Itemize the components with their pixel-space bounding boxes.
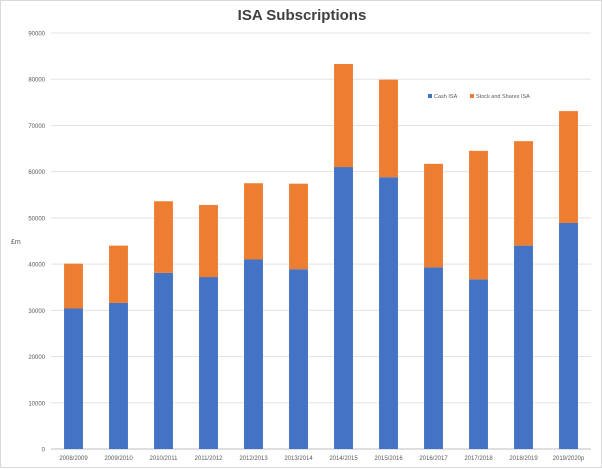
x-tick-label: 2013/2014 — [284, 456, 313, 462]
x-tick-label: 2016/2017 — [419, 456, 448, 462]
x-tick-label: 2012/2013 — [239, 456, 268, 462]
bar-cash-isa — [379, 177, 398, 450]
y-tick-label: 50000 — [28, 216, 45, 222]
bar-cash-isa — [154, 272, 173, 449]
y-tick-label: 80000 — [28, 78, 45, 84]
bar-stocks-and-shares-isa — [559, 111, 578, 223]
x-tick-label: 2017/2018 — [464, 456, 493, 462]
bar-stocks-and-shares-isa — [334, 63, 353, 168]
y-tick-label: 20000 — [28, 355, 45, 361]
bar-stocks-and-shares-isa — [154, 201, 173, 273]
x-tick-label: 2015/2016 — [374, 456, 403, 462]
legend-label: Stock and Shares ISA — [476, 94, 530, 100]
legend: Cash ISA Stock and Shares ISA — [428, 94, 530, 100]
y-tick-label: 90000 — [28, 32, 45, 38]
bar-cash-isa — [559, 222, 578, 449]
x-tick-label: 2018/2019 — [509, 456, 538, 462]
bar-stocks-and-shares-isa — [424, 163, 443, 268]
bar-cash-isa — [64, 308, 83, 449]
y-tick-label: 70000 — [28, 124, 45, 130]
bar-cash-isa — [244, 259, 263, 449]
y-tick-label: 0 — [42, 448, 46, 454]
bar-stocks-and-shares-isa — [469, 150, 488, 280]
bar-stocks-and-shares-isa — [109, 245, 128, 303]
bar-cash-isa — [289, 269, 308, 449]
y-tick-label: 40000 — [28, 263, 45, 269]
y-tick-label: 60000 — [28, 170, 45, 176]
y-tick-label: 30000 — [28, 309, 45, 315]
bar-cash-isa — [109, 302, 128, 449]
bar-stocks-and-shares-isa — [199, 204, 218, 278]
bar-cash-isa — [514, 245, 533, 449]
bar-cash-isa — [469, 279, 488, 449]
legend-swatch-stocks-and-shares-isa — [470, 94, 474, 98]
bar-cash-isa — [199, 277, 218, 449]
bars — [64, 63, 578, 450]
x-tick-label: 2014/2015 — [329, 456, 358, 462]
x-tick-label: 2009/2010 — [104, 456, 133, 462]
legend-label: Cash ISA — [434, 94, 458, 100]
y-axis-tick-labels: 0 10000 20000 30000 40000 50000 60000 70000 8000… — [28, 32, 45, 454]
bar-stocks-and-shares-isa — [379, 79, 398, 178]
bar-stocks-and-shares-isa — [514, 141, 533, 246]
y-tick-label: 10000 — [28, 401, 45, 407]
bar-stocks-and-shares-isa — [64, 263, 83, 309]
x-tick-label: 2008/2009 — [59, 456, 88, 462]
gridlines — [51, 32, 591, 450]
x-tick-label: 2019/2020p — [553, 456, 585, 462]
bar-cash-isa — [334, 167, 353, 450]
x-tick-label: 2011/2012 — [195, 456, 224, 462]
y-axis-label: £m — [11, 239, 21, 246]
bar-stocks-and-shares-isa — [244, 183, 263, 260]
legend-swatch-cash-isa — [428, 94, 432, 98]
x-tick-label: 2010/2011 — [150, 456, 179, 462]
bar-cash-isa — [424, 267, 443, 449]
x-axis-tick-labels: 2008/2009 2009/2010 2010/2011 2011/2012 2012… — [59, 456, 585, 462]
bar-stocks-and-shares-isa — [289, 183, 308, 270]
chart-title: ISA Subscriptions — [237, 7, 367, 24]
